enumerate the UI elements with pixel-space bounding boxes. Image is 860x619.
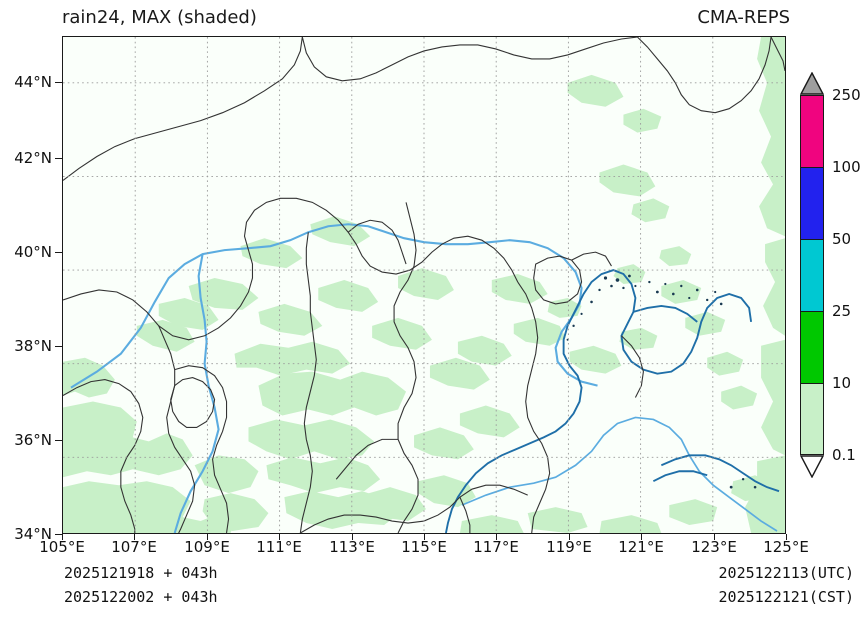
footer-valid-cst: 2025122121(CST)	[718, 588, 854, 606]
colorbar-divider	[800, 239, 824, 241]
y-tickmark	[55, 252, 62, 253]
coastline-path	[445, 269, 780, 533]
colorbar-divider	[800, 383, 824, 385]
y-tickmark	[55, 158, 62, 159]
map-gridlines	[63, 37, 785, 533]
colorbar-label: 25	[832, 302, 852, 320]
colorbar-band-50-100	[800, 167, 824, 239]
x-tickmark	[424, 534, 425, 540]
coastal-islands	[566, 274, 757, 489]
chart-title: rain24, MAX (shaded)	[62, 7, 257, 28]
x-axis-label: 105°E	[39, 538, 85, 556]
colorbar-band-100-250	[800, 95, 824, 167]
footer-valid-utc: 2025122113(UTC)	[718, 564, 854, 582]
colorbar-divider	[800, 454, 824, 456]
x-tickmark	[569, 534, 570, 540]
x-axis-label: 123°E	[691, 538, 737, 556]
x-axis-label: 107°E	[111, 538, 157, 556]
model-label: CMA-REPS	[697, 7, 790, 28]
y-axis-label: 42°N	[14, 149, 52, 167]
colorbar-label: 250	[832, 86, 860, 104]
colorbar-divider	[800, 95, 824, 97]
x-tickmark	[714, 534, 715, 540]
map-graphic	[63, 37, 785, 533]
x-axis-label: 111°E	[256, 538, 302, 556]
x-axis-label: 113°E	[329, 538, 375, 556]
y-axis-label: 36°N	[14, 431, 52, 449]
x-axis-label: 115°E	[401, 538, 447, 556]
footer-init-time-2: 2025122002 + 043h	[64, 588, 218, 606]
colorbar-label: 50	[832, 230, 852, 248]
river-line-lower	[461, 416, 778, 532]
x-axis-label: 121°E	[618, 538, 664, 556]
colorbar-under-arrow	[799, 455, 825, 479]
y-axis-label: 38°N	[14, 337, 52, 355]
y-axis-label: 40°N	[14, 243, 52, 261]
x-tickmark	[62, 534, 63, 540]
x-tickmark	[496, 534, 497, 540]
colorbar-band-0.1-10	[800, 383, 824, 455]
map-plot-area	[62, 36, 786, 534]
y-tickmark	[55, 82, 62, 83]
colorbar-label: 100	[832, 158, 860, 176]
colorbar-label: 0.1	[832, 446, 856, 464]
x-axis-label: 125°E	[763, 538, 809, 556]
x-tickmark	[279, 534, 280, 540]
x-axis-label: 117°E	[473, 538, 519, 556]
y-axis-label: 34°N	[14, 525, 52, 543]
colorbar-divider	[800, 311, 824, 313]
x-tickmark	[786, 534, 787, 540]
footer-init-time-1: 2025121918 + 043h	[64, 564, 218, 582]
x-tickmark	[207, 534, 208, 540]
colorbar[interactable]: 250 100 50 25 10 0.1	[799, 71, 860, 479]
colorbar-over-arrow	[799, 71, 825, 95]
colorbar-band-25-50	[800, 239, 824, 311]
y-tickmark	[55, 440, 62, 441]
colorbar-divider	[800, 167, 824, 169]
x-tickmark	[134, 534, 135, 540]
x-tickmark	[641, 534, 642, 540]
colorbar-label: 10	[832, 374, 852, 392]
colorbar-band-10-25	[800, 311, 824, 383]
y-tickmark	[55, 346, 62, 347]
x-tickmark	[352, 534, 353, 540]
y-tickmark	[55, 534, 62, 535]
x-axis-label: 119°E	[546, 538, 592, 556]
y-axis-label: 44°N	[14, 73, 52, 91]
x-axis-label: 109°E	[184, 538, 230, 556]
